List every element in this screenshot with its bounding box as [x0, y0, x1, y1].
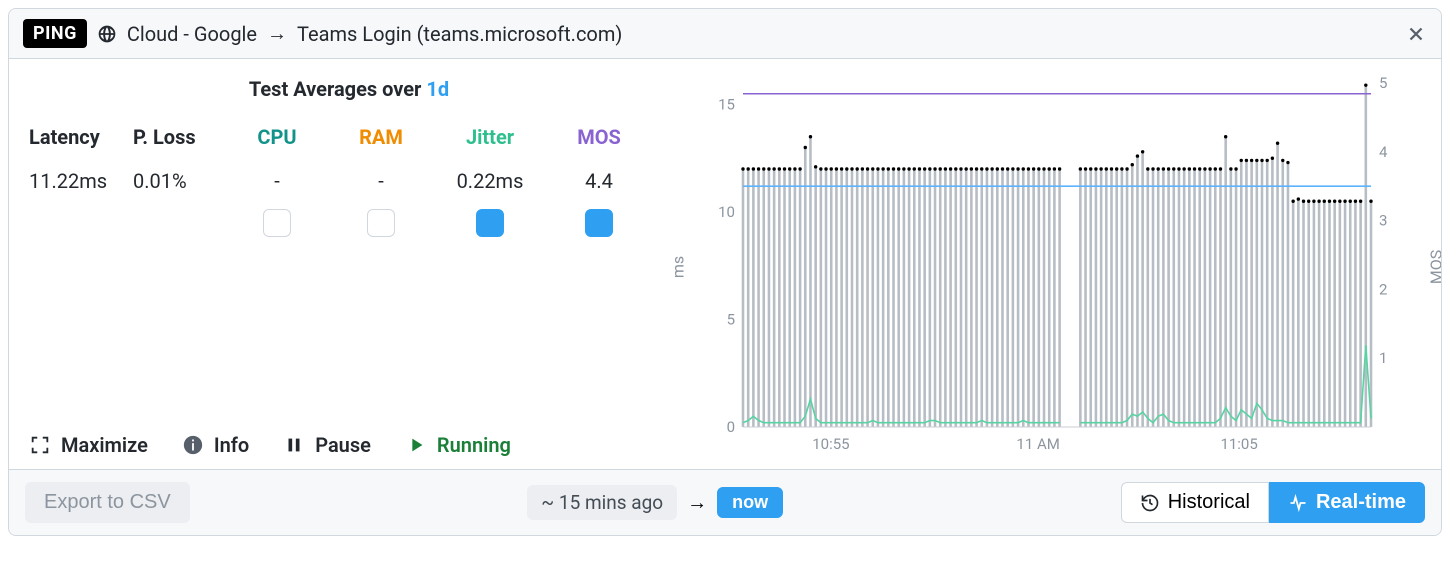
panel-body: Test Averages over 1d Latency P. Loss CP…	[9, 59, 1441, 469]
ping-badge: PING	[23, 19, 87, 48]
averages-period[interactable]: 1d	[426, 77, 449, 101]
svg-text:3: 3	[1379, 212, 1387, 230]
now-button[interactable]: now	[717, 487, 783, 518]
val-ram: -	[331, 169, 431, 193]
view-toggle: Historical Real-time	[1121, 482, 1425, 523]
col-cpu: CPU	[227, 125, 327, 149]
info-label: Info	[214, 433, 249, 457]
col-latency: Latency	[29, 125, 129, 149]
arrow-icon: →	[687, 490, 707, 515]
svg-text:5: 5	[1379, 77, 1387, 92]
averages-title: Test Averages over 1d	[29, 77, 669, 101]
checkbox-jitter[interactable]	[476, 209, 504, 237]
pulse-icon	[1288, 493, 1308, 513]
latency-chart[interactable]: 0 5 10 15 1 2 3 4 5 10:55 11 AM 11:05	[693, 77, 1421, 457]
panel-footer: Export to CSV ~ 15 mins ago → now Histor…	[9, 469, 1441, 535]
historical-button[interactable]: Historical	[1121, 482, 1269, 523]
realtime-button[interactable]: Real-time	[1269, 482, 1425, 523]
time-range-group: ~ 15 mins ago → now	[527, 485, 783, 520]
pause-icon	[283, 434, 305, 456]
svg-text:0: 0	[727, 418, 735, 436]
checkbox-mos[interactable]	[585, 209, 613, 237]
info-icon	[182, 434, 204, 456]
source-label: Cloud - Google	[127, 22, 257, 46]
chart-container: ms MOS 0510151234510:5511 AM11:05	[693, 77, 1421, 457]
y-axis-right-label: MOS	[1426, 250, 1442, 284]
svg-text:10:55: 10:55	[812, 435, 849, 453]
target-label: Teams Login (teams.microsoft.com)	[297, 22, 622, 46]
checkbox-ram[interactable]	[367, 209, 395, 237]
metrics-checkbox-row	[29, 209, 669, 237]
pause-button[interactable]: Pause	[283, 433, 371, 457]
time-ago-pill[interactable]: ~ 15 mins ago	[527, 485, 677, 520]
col-ram: RAM	[331, 125, 431, 149]
svg-text:11:05: 11:05	[1220, 435, 1257, 453]
svg-text:15: 15	[718, 96, 735, 114]
running-label: Running	[437, 433, 511, 457]
pause-label: Pause	[315, 433, 371, 457]
svg-text:1: 1	[1379, 349, 1387, 367]
val-cpu: -	[227, 169, 327, 193]
averages-title-text: Test Averages over	[249, 77, 426, 101]
col-jitter: Jitter	[435, 125, 545, 149]
col-mos: MOS	[549, 125, 649, 149]
ping-panel: PING Cloud - Google → Teams Login (teams…	[8, 8, 1442, 536]
maximize-button[interactable]: Maximize	[29, 433, 148, 457]
svg-text:11 AM: 11 AM	[1016, 435, 1059, 453]
info-button[interactable]: Info	[182, 433, 249, 457]
metrics-header-row: Latency P. Loss CPU RAM Jitter MOS	[29, 125, 669, 149]
historical-label: Historical	[1168, 491, 1250, 514]
history-icon	[1140, 493, 1160, 513]
val-jitter: 0.22ms	[435, 169, 545, 193]
metrics-value-row: 11.22ms 0.01% - - 0.22ms 4.4	[29, 169, 669, 193]
svg-text:10: 10	[718, 203, 735, 221]
val-mos: 4.4	[549, 169, 649, 193]
play-icon	[405, 434, 427, 456]
y-axis-left-label: ms	[669, 256, 688, 278]
globe-icon	[97, 24, 117, 44]
realtime-label: Real-time	[1316, 491, 1406, 514]
running-status: Running	[405, 433, 511, 457]
checkbox-cpu[interactable]	[263, 209, 291, 237]
val-latency: 11.22ms	[29, 169, 129, 193]
maximize-label: Maximize	[61, 433, 148, 457]
panel-header: PING Cloud - Google → Teams Login (teams…	[9, 9, 1441, 59]
val-ploss: 0.01%	[133, 169, 223, 193]
svg-text:4: 4	[1379, 143, 1388, 161]
col-ploss: P. Loss	[133, 125, 223, 149]
svg-text:5: 5	[727, 311, 735, 329]
arrow-icon: →	[267, 21, 287, 46]
export-csv-button[interactable]: Export to CSV	[25, 482, 190, 523]
close-icon[interactable]	[1405, 23, 1427, 45]
controls-row: Maximize Info Pause Running	[29, 313, 669, 457]
metrics-column: Test Averages over 1d Latency P. Loss CP…	[29, 77, 669, 457]
svg-text:2: 2	[1379, 280, 1387, 298]
chart-column: ms MOS 0510151234510:5511 AM11:05	[693, 77, 1421, 457]
maximize-icon	[29, 434, 51, 456]
